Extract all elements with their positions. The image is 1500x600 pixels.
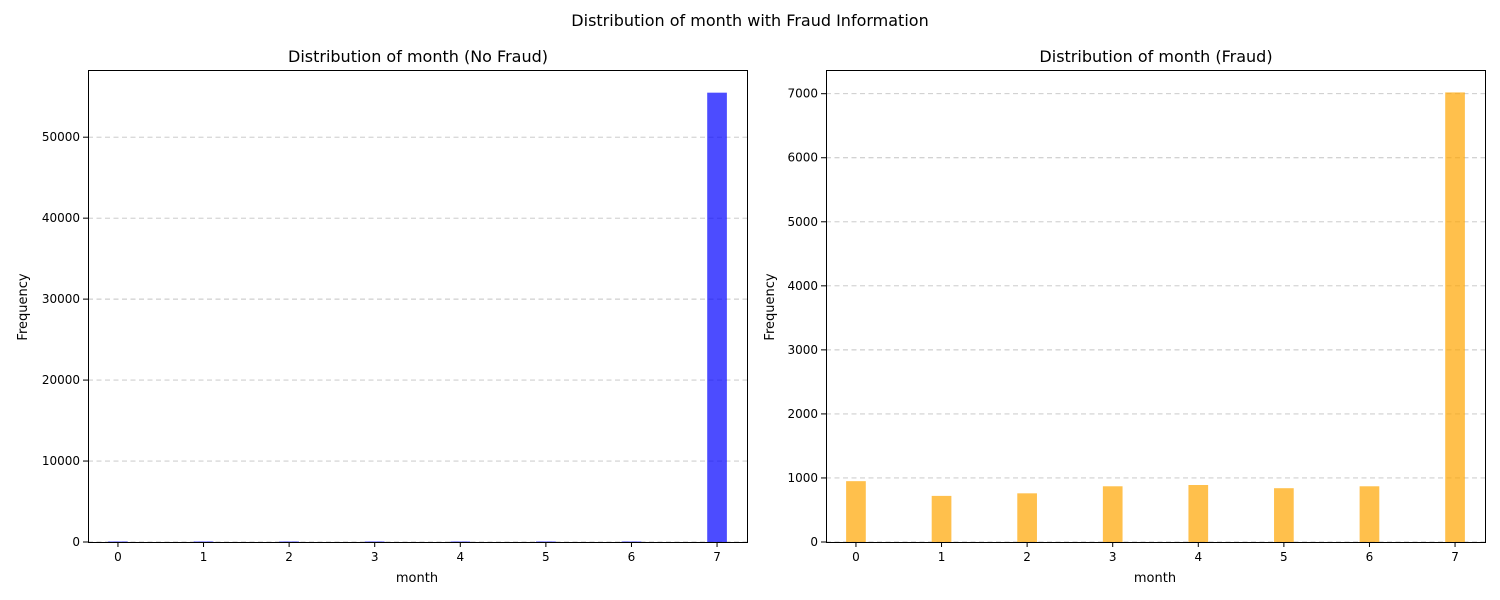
bars (108, 92, 727, 543)
bar-month-3 (1102, 486, 1123, 542)
y-tick-label: 7000 (787, 87, 818, 101)
axes-frame (88, 70, 748, 543)
panel-fraud: Distribution of month (Fraud) 0 1000 2000 3… (763, 47, 1486, 586)
y-tick-label: 10000 (42, 454, 80, 468)
bar-month-7 (707, 92, 727, 543)
y-tick-label: 4000 (787, 279, 818, 293)
bar-month-7 (1445, 92, 1465, 543)
x-tick-label: 7 (713, 550, 721, 564)
y-tick-label: 50000 (42, 130, 80, 144)
panel-no-fraud: Distribution of month (No Fraud) 0 10000 2… (16, 47, 748, 586)
x-tick-label: 4 (1194, 550, 1202, 564)
figure-suptitle: Distribution of month with Fraud Informa… (571, 11, 928, 30)
x-tick-label: 3 (1109, 550, 1117, 564)
x-tick-label: 0 (114, 550, 122, 564)
ticks: 0 10000 20000 30000 40000 50000 0 1 2 3 4 5 6 7 (42, 130, 721, 564)
bar-month-1 (931, 495, 952, 542)
bars (846, 92, 1465, 543)
y-tick-label: 2000 (787, 407, 818, 421)
axes-frame (826, 70, 1486, 543)
bar-month-2 (1017, 493, 1037, 542)
x-tick-label: 5 (542, 550, 550, 564)
bar-month-5 (1274, 488, 1294, 542)
bar-month-4 (1188, 485, 1209, 542)
panel-title: Distribution of month (No Fraud) (288, 47, 548, 66)
bar-month-0 (846, 481, 866, 542)
x-tick-label: 7 (1451, 550, 1459, 564)
x-tick-label: 0 (852, 550, 860, 564)
y-tick-label: 30000 (42, 292, 80, 306)
y-tick-label: 5000 (787, 215, 818, 229)
panel-title: Distribution of month (Fraud) (1039, 47, 1272, 66)
y-axis-label: Frequency (763, 273, 778, 340)
x-axis-label: month (396, 571, 438, 586)
y-tick-label: 20000 (42, 373, 80, 387)
x-tick-label: 4 (456, 550, 464, 564)
x-tick-label: 1 (938, 550, 946, 564)
y-tick-label: 1000 (787, 471, 818, 485)
y-tick-label: 0 (72, 535, 80, 549)
x-tick-label: 1 (200, 550, 208, 564)
y-axis-label: Frequency (16, 273, 31, 340)
y-tick-label: 3000 (787, 343, 818, 357)
y-tick-label: 40000 (42, 211, 80, 225)
x-axis-label: month (1134, 571, 1176, 586)
y-tick-label: 0 (810, 535, 818, 549)
x-tick-label: 6 (628, 550, 636, 564)
x-tick-label: 2 (285, 550, 293, 564)
x-tick-label: 2 (1023, 550, 1031, 564)
x-tick-label: 5 (1280, 550, 1288, 564)
bar-month-6 (1359, 486, 1380, 542)
ticks: 0 1000 2000 3000 4000 5000 6000 7000 0 1 2 3 4 5 6 7 (787, 87, 1458, 564)
x-tick-label: 6 (1366, 550, 1374, 564)
x-tick-label: 3 (371, 550, 379, 564)
y-tick-label: 6000 (787, 151, 818, 165)
